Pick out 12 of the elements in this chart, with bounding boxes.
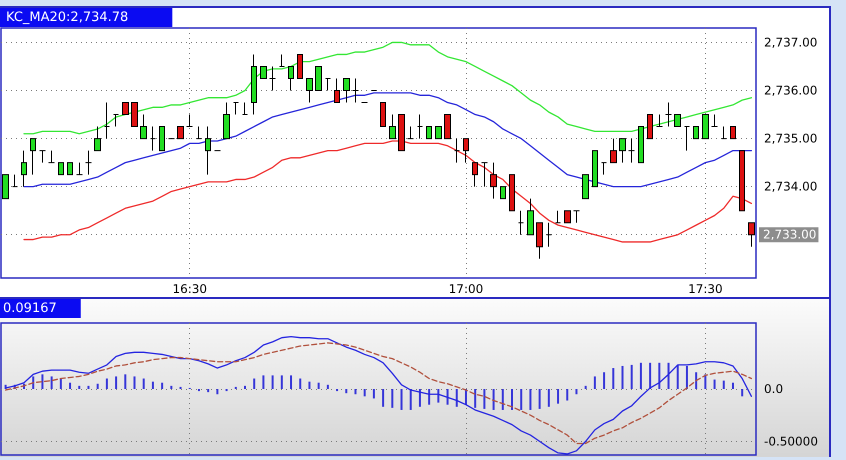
y-tick-label: 2,737.00 <box>764 35 818 50</box>
y-tick-label: 0.0 <box>764 382 784 396</box>
x-tick-label: 17:00 <box>448 282 484 296</box>
text: 2,733.00 <box>763 228 816 242</box>
y-tick-label: -0.50000 <box>764 434 818 448</box>
y-tick-label: 2,735.00 <box>764 132 818 146</box>
y-tick-label: 2,734.00 <box>764 180 818 194</box>
x-tick-label: 16:30 <box>172 282 208 296</box>
x-tick-label: 17:30 <box>688 282 723 296</box>
chart-title: 0.09167 <box>3 301 57 316</box>
y-tick-label: 2,736.00 <box>764 84 818 98</box>
chart-title: KC_MA20:2,734.78 <box>6 10 128 25</box>
